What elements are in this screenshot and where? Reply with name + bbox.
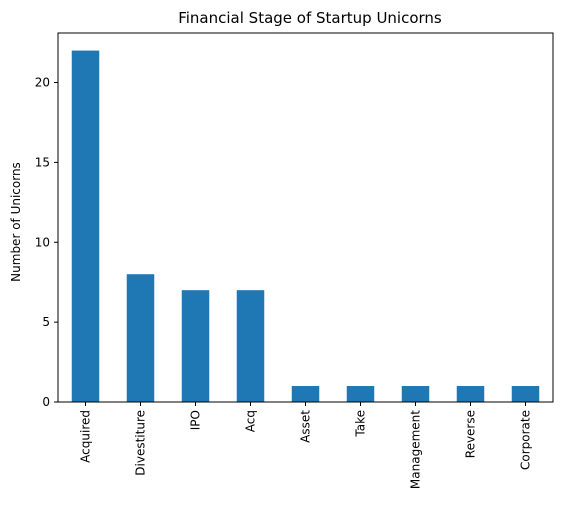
y-axis: 0 5 10 15 20 [35,76,58,409]
y-tick-label: 15 [35,155,50,169]
x-axis: Acquired Divestiture IPO Acq Asset Take Manage… [79,402,533,489]
x-tick-label: Asset [299,410,313,443]
x-tick-label: Take [354,410,368,438]
bar-divestiture [126,274,155,402]
y-tick-label: 10 [35,235,50,249]
x-tick-label: Acq [244,410,258,432]
x-tick-label: Corporate [519,410,533,470]
bar-acq [236,290,265,402]
x-tick-label: Management [409,410,423,489]
bar-corporate [511,386,540,402]
bar-ipo [181,290,210,402]
chart-title: Financial Stage of Startup Unicorns [178,9,442,27]
x-tick-label: Acquired [79,410,93,463]
bar-take [346,386,375,402]
y-tick-label: 0 [42,395,50,409]
bar-reverse [456,386,485,402]
bar-management [401,386,430,402]
y-tick-label: 5 [42,315,50,329]
plot-frame [57,32,554,403]
y-tick-label: 20 [35,76,50,90]
bar-acquired [71,50,100,402]
x-tick-label: Divestiture [134,410,148,476]
x-tick-label: IPO [189,410,203,430]
bar-asset [291,386,320,402]
x-tick-label: Reverse [464,410,478,458]
bars-group [71,50,540,402]
y-axis-label: Number of Unicorns [9,162,23,282]
